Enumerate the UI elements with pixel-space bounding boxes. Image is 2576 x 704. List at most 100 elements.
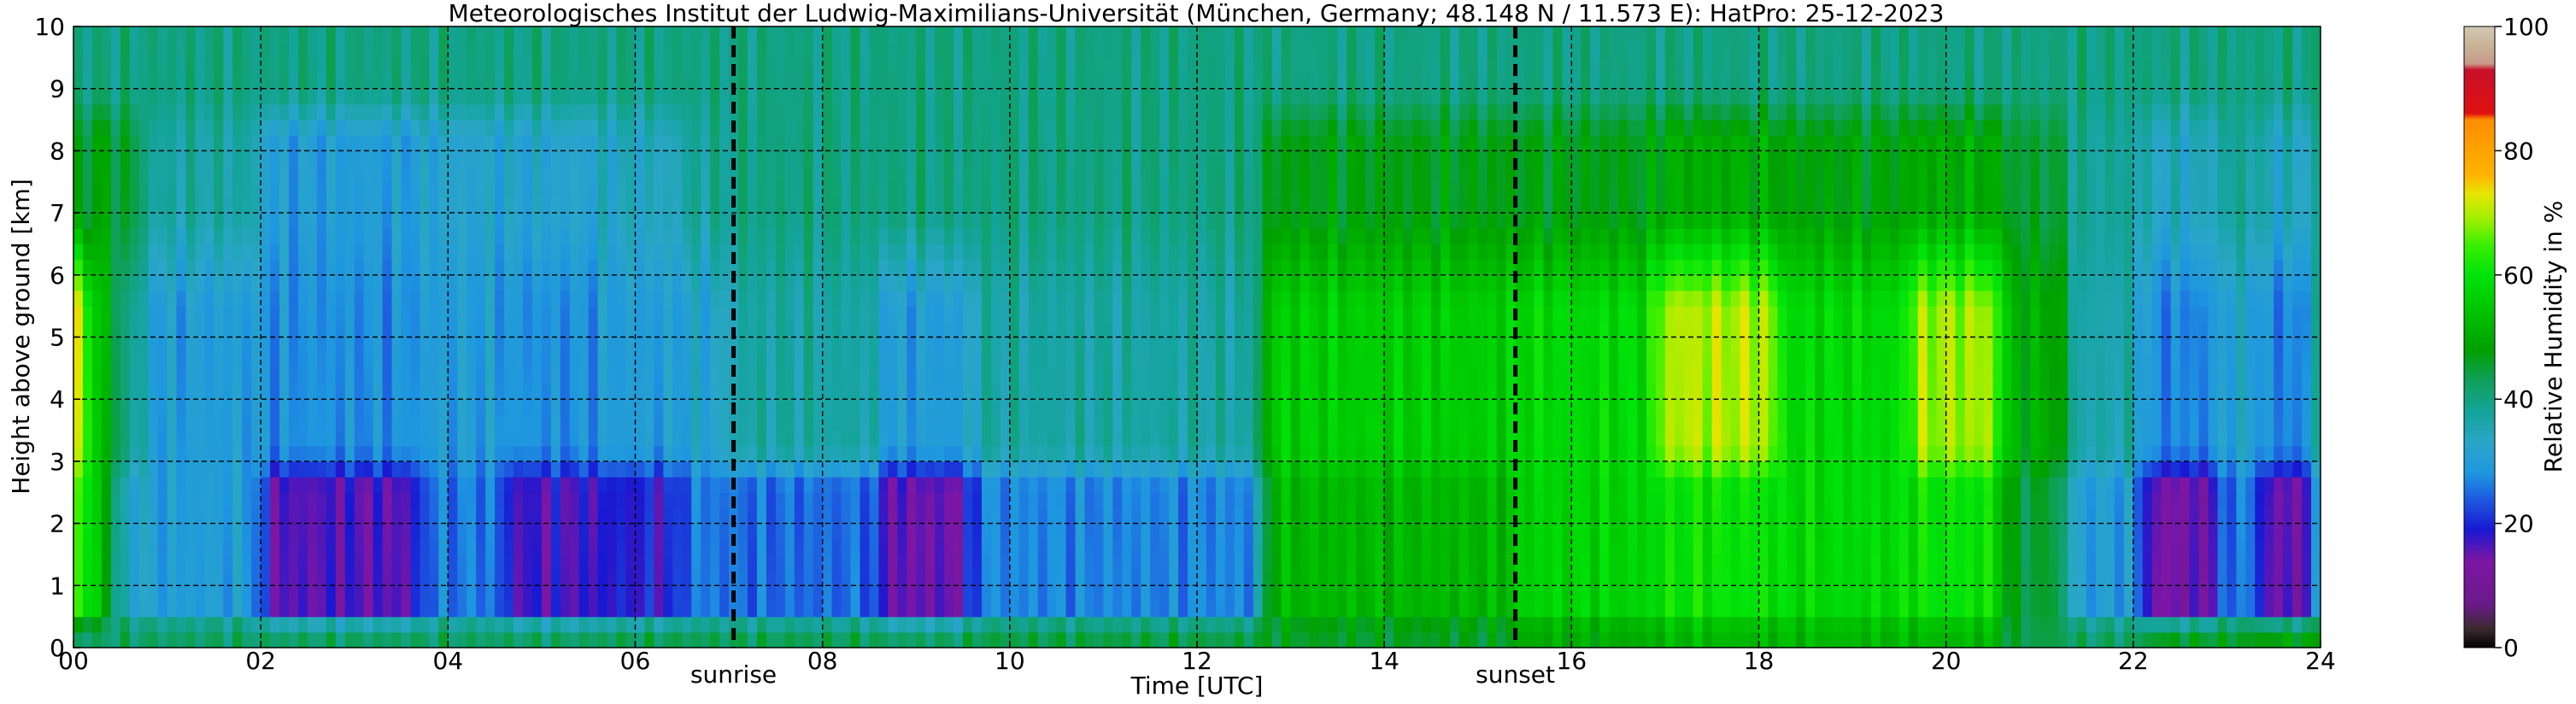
heatmap-cell xyxy=(279,367,290,384)
heatmap-cell xyxy=(1075,120,1086,136)
heatmap-cell xyxy=(101,88,112,105)
heatmap-cell xyxy=(822,166,833,183)
heatmap-cell xyxy=(1028,631,1039,648)
heatmap-cell xyxy=(888,166,898,183)
heatmap-cell xyxy=(944,585,954,602)
heatmap-cell xyxy=(382,461,393,478)
heatmap-cell xyxy=(363,430,374,447)
heatmap-cell xyxy=(625,367,637,384)
heatmap-cell xyxy=(1234,197,1245,214)
heatmap-cell xyxy=(897,135,907,151)
heatmap-cell xyxy=(1018,228,1030,245)
heatmap-cell xyxy=(204,120,214,136)
heatmap-cell xyxy=(382,337,393,354)
heatmap-cell xyxy=(185,445,197,462)
heatmap-cell xyxy=(1224,337,1235,354)
heatmap-cell xyxy=(813,384,824,400)
heatmap-cell xyxy=(335,306,346,322)
heatmap-cell xyxy=(1224,88,1235,105)
heatmap-cell xyxy=(972,399,983,415)
heatmap-cell xyxy=(1047,384,1058,400)
heatmap-cell xyxy=(869,306,880,322)
heatmap-cell xyxy=(701,477,711,493)
heatmap-cell xyxy=(513,601,524,618)
heatmap-cell xyxy=(588,88,599,105)
heatmap-cell xyxy=(466,228,477,245)
heatmap-cell xyxy=(541,461,552,478)
heatmap-cell xyxy=(607,181,618,198)
heatmap-cell xyxy=(382,181,393,198)
heatmap-cell xyxy=(654,321,664,338)
heatmap-cell xyxy=(438,367,449,384)
heatmap-cell xyxy=(1000,352,1011,369)
heatmap-cell xyxy=(429,399,439,415)
heatmap-cell xyxy=(270,228,280,245)
heatmap-cell xyxy=(813,321,824,338)
heatmap-cell xyxy=(794,538,805,555)
heatmap-cell xyxy=(860,150,871,167)
heatmap-cell xyxy=(391,57,402,74)
heatmap-cell xyxy=(682,352,692,369)
heatmap-cell xyxy=(1065,585,1077,602)
heatmap-cell xyxy=(148,585,159,602)
heatmap-cell xyxy=(420,414,431,431)
heatmap-cell xyxy=(588,399,599,415)
heatmap-cell xyxy=(578,197,590,214)
heatmap-cell xyxy=(981,73,992,90)
heatmap-cell xyxy=(73,507,84,525)
heatmap-cell xyxy=(860,57,871,74)
heatmap-cell xyxy=(597,150,608,167)
heatmap-cell xyxy=(682,306,692,322)
heatmap-cell xyxy=(784,73,795,90)
heatmap-cell xyxy=(569,166,580,183)
heatmap-cell xyxy=(120,616,131,633)
heatmap-cell xyxy=(1037,228,1048,245)
heatmap-cell xyxy=(635,42,646,58)
heatmap-cell xyxy=(1188,135,1198,151)
heatmap-cell xyxy=(73,570,84,586)
heatmap-cell xyxy=(1197,290,1207,307)
heatmap-cell xyxy=(597,88,608,105)
heatmap-cell xyxy=(691,166,701,183)
heatmap-cell xyxy=(981,384,992,400)
heatmap-cell xyxy=(391,352,402,369)
heatmap-cell xyxy=(1215,430,1226,447)
heatmap-cell xyxy=(635,290,646,307)
heatmap-cell xyxy=(748,631,758,648)
heatmap-cell xyxy=(176,492,187,509)
heatmap-cell xyxy=(429,120,439,136)
heatmap-cell xyxy=(438,523,449,540)
heatmap-cell xyxy=(1056,507,1067,525)
heatmap-cell xyxy=(344,585,355,602)
heatmap-cell xyxy=(531,243,543,261)
heatmap-cell xyxy=(1131,554,1141,571)
heatmap-cell xyxy=(663,306,673,322)
heatmap-cell xyxy=(1028,166,1039,183)
heatmap-cell xyxy=(176,166,187,183)
heatmap-cell xyxy=(1188,570,1198,586)
heatmap-cell xyxy=(1009,228,1020,245)
heatmap-cell xyxy=(748,228,758,245)
heatmap-cell xyxy=(541,321,552,338)
heatmap-cell xyxy=(298,507,308,525)
heatmap-cell xyxy=(307,570,318,586)
heatmap-cell xyxy=(541,352,552,369)
heatmap-cell xyxy=(363,150,374,167)
heatmap-cell xyxy=(691,352,701,369)
heatmap-cell xyxy=(354,228,365,245)
heatmap-cell xyxy=(625,430,637,447)
heatmap-cell xyxy=(1197,228,1207,245)
heatmap-cell xyxy=(1206,352,1217,369)
heatmap-cell xyxy=(326,477,337,493)
heatmap-cell xyxy=(485,507,496,525)
heatmap-cell xyxy=(831,538,842,555)
heatmap-cell xyxy=(841,135,852,151)
heatmap-cell xyxy=(476,42,486,58)
heatmap-cell xyxy=(476,181,486,198)
heatmap-cell xyxy=(701,492,711,509)
heatmap-cell xyxy=(326,321,337,338)
heatmap-cell xyxy=(1065,538,1077,555)
heatmap-cell xyxy=(232,507,243,525)
heatmap-cell xyxy=(897,103,907,120)
heatmap-cell xyxy=(204,42,214,58)
